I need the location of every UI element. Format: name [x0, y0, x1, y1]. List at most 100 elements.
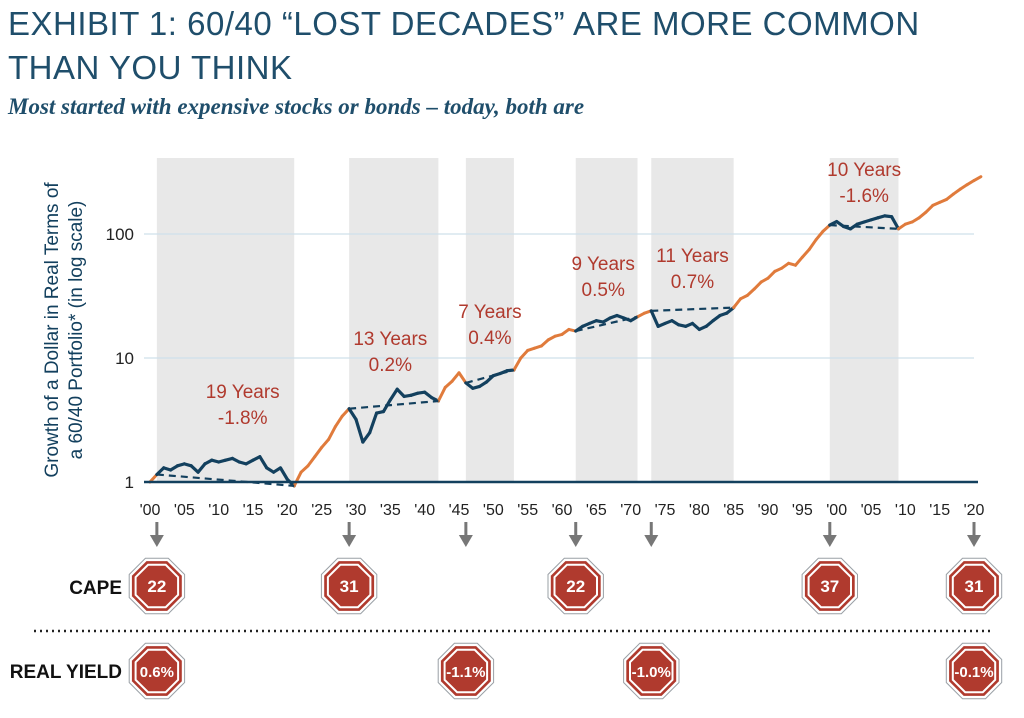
x-tick-label: '85: [723, 502, 744, 519]
x-tick-label: '80: [689, 502, 710, 519]
y-tick-label: 1: [125, 473, 134, 492]
x-tick-label: '70: [620, 502, 641, 519]
series-segment: [457, 371, 468, 385]
x-tick-label: '30: [346, 502, 367, 519]
cape-stop-sign: [131, 561, 182, 611]
lost-decade-region: [349, 158, 439, 482]
cape-stop-sign: [550, 561, 601, 611]
chart-subtitle: Most started with expensive stocks or bo…: [8, 94, 585, 119]
series-segment: [519, 348, 530, 360]
x-tick-label: '25: [311, 502, 332, 519]
x-tick-label: '55: [517, 502, 538, 519]
series-segment: [814, 229, 825, 242]
arrow-head: [967, 535, 981, 547]
x-tick-label: '90: [758, 502, 779, 519]
cape-stop-sign-inner-border: [553, 563, 598, 609]
cape-stop-sign-value: 31: [340, 577, 359, 596]
real-yield-stop-sign: [949, 646, 999, 696]
trend-dashed-line: [575, 315, 638, 333]
series-segment: [450, 371, 461, 383]
series-segment: [443, 379, 454, 389]
x-tick-label: '40: [414, 502, 435, 519]
arrow-head: [149, 535, 164, 547]
lost-decade-return-label: 0.5%: [582, 280, 625, 301]
x-tick-label: '15: [243, 502, 264, 519]
real-yield-stop-sign-value: -1.0%: [632, 664, 671, 681]
x-tick-label: '75: [655, 502, 676, 519]
series-segment: [436, 385, 447, 403]
series-segment-lost: [368, 411, 379, 435]
lost-decade-years-label: 13 Years: [353, 329, 427, 350]
x-tick-label: '10: [208, 502, 229, 519]
series-segment: [752, 280, 763, 291]
series-segment-lost: [258, 455, 269, 470]
cape-stop-sign: [804, 561, 855, 611]
x-tick-label: '00: [140, 502, 161, 519]
cape-stop-sign-value: 31: [965, 577, 984, 596]
lost-decade-years-label: 11 Years: [656, 246, 729, 267]
y-axis-label-line1: Growth of a Dollar in Real Terms of: [42, 182, 63, 478]
cape-stop-sign-value: 22: [147, 577, 166, 596]
cape-stop-sign-value: 37: [820, 577, 839, 596]
series-segment: [732, 297, 743, 310]
y-tick-label: 10: [115, 349, 134, 368]
series-segment: [292, 470, 303, 488]
lost-decade-return-label: 0.2%: [369, 355, 412, 376]
x-tick-label: '95: [792, 502, 813, 519]
trend-dashed-line: [651, 306, 734, 312]
arrow-head: [458, 535, 473, 547]
series-segment: [745, 287, 756, 297]
real-yield-stop-sign-value: -0.1%: [954, 664, 993, 681]
lost-decade-shading: [156, 158, 899, 482]
lost-decade-years-label: 10 Years: [827, 160, 901, 181]
series-segment-lost: [278, 466, 289, 481]
lost-decade-region: [829, 158, 899, 482]
chart-title: EXHIBIT 1: 60/40 “LOST DECADES” ARE MORE…: [8, 5, 920, 86]
x-tick-label: '60: [552, 502, 573, 519]
x-tick-label: '15: [929, 502, 950, 519]
lost-decade-return-label: 0.7%: [671, 272, 714, 293]
x-tick-label: '35: [380, 502, 401, 519]
real-yield-stop-sign-inner-border: [951, 648, 997, 694]
trend-dashed-line: [349, 399, 439, 410]
series-segment: [972, 175, 983, 183]
x-tick-label: '20: [964, 502, 985, 519]
series-segment: [340, 407, 351, 418]
series-segment-lost: [649, 309, 660, 328]
series-segment-lost: [354, 417, 365, 444]
x-tick-label: '65: [586, 502, 607, 519]
arrow-head: [568, 535, 583, 547]
x-tick-label: '05: [174, 502, 195, 519]
y-axis-label-line2: a 60/40 Portfolio* (in log scale): [66, 201, 87, 460]
gridlines: [144, 233, 974, 359]
x-tick-label: '20: [277, 502, 298, 519]
series-segment: [793, 255, 804, 267]
series-segment: [313, 445, 324, 459]
lost-decade-years-label: 9 Years: [571, 254, 634, 275]
series-segment-lost: [889, 215, 901, 231]
period-arrows: [149, 522, 981, 547]
series-segment: [306, 455, 317, 468]
series-segment-lost: [196, 462, 207, 474]
series-segment-lost: [395, 387, 406, 399]
cape-stop-sign: [324, 561, 375, 611]
real-yield-stop-sign-inner-border: [629, 648, 674, 694]
lost-decade-years-label: 19 Years: [206, 382, 280, 403]
series-segment: [327, 425, 337, 442]
real-yield-stop-sign-inner-border: [443, 648, 489, 694]
valuation-signs: CAPE REAL YIELD 22 31 22 37 31 0.6% -1.1% -1.0% -0…: [10, 557, 1003, 700]
lost-decade-return-label: 0.4%: [468, 328, 511, 349]
series-segment-lost: [347, 407, 358, 421]
lost-decade-region: [156, 158, 295, 482]
x-tick-label: '05: [861, 502, 882, 519]
real-yield-stop-sign-inner-border: [134, 648, 180, 694]
cape-row-label: CAPE: [69, 578, 122, 599]
y-tick-labels: 1 10 100: [106, 225, 134, 492]
cape-stop-sign-value: 22: [566, 577, 585, 596]
series-segment: [924, 203, 935, 214]
cape-stop-sign-inner-border: [326, 563, 372, 609]
real-yield-row-label: REAL YIELD: [10, 662, 122, 683]
lost-decade-trendlines: [156, 223, 899, 488]
series-segment-lost: [388, 387, 399, 402]
